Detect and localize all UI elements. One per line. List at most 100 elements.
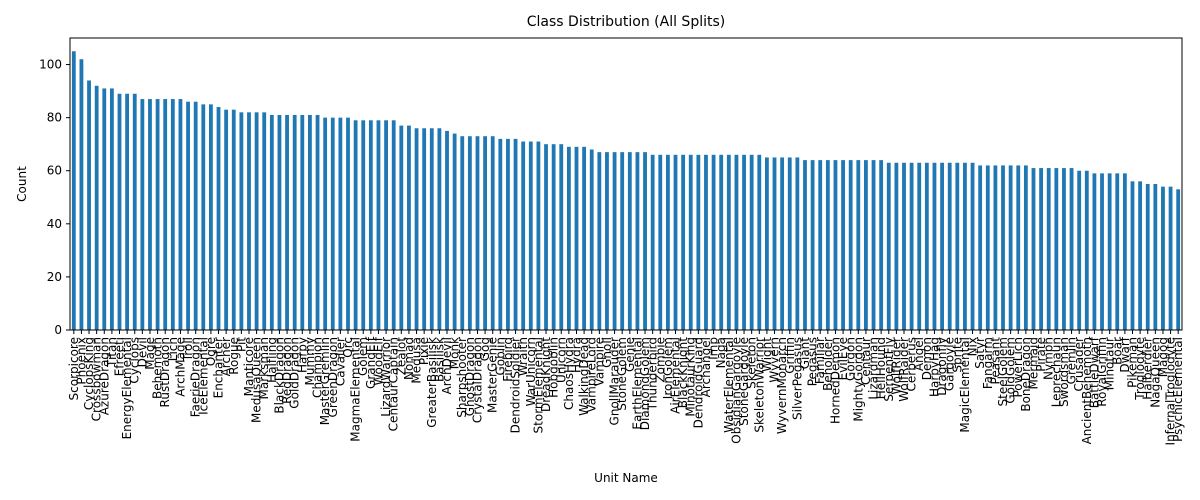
bar: [544, 144, 548, 330]
x-tick-label: CentaurCaptain: [387, 337, 401, 431]
x-tick-label: Sprite: [950, 337, 964, 373]
x-tick-label: RustDragon: [158, 337, 172, 407]
bar: [551, 144, 556, 330]
bar: [528, 141, 533, 330]
x-tick-label: GhostDragon: [463, 337, 477, 416]
x-tick-label: Manticore: [242, 337, 256, 396]
bar: [216, 107, 221, 330]
bar: [917, 162, 922, 330]
bar: [254, 112, 259, 330]
bar: [239, 112, 244, 330]
bar: [445, 130, 449, 330]
x-tick-label: Imp: [707, 337, 721, 360]
bar: [170, 99, 175, 331]
bar: [803, 160, 807, 330]
x-tick-label: Cyclops: [128, 337, 142, 384]
x-tick-label: PowerLich: [1011, 337, 1025, 398]
x-tick-label: Nymph: [1042, 337, 1056, 380]
x-tick-label: Orc: [341, 337, 355, 358]
bar: [125, 93, 130, 330]
x-tick-label: MinotaurKing: [684, 337, 698, 417]
x-tick-label: Marksman: [257, 337, 271, 400]
x-tick-label: MagicElemental: [958, 337, 972, 433]
bar: [627, 152, 632, 330]
bar: [109, 88, 114, 330]
bar: [460, 136, 465, 330]
bar: [376, 120, 381, 330]
bar: [1092, 173, 1097, 330]
bar: [1062, 168, 1066, 330]
bar: [833, 160, 838, 330]
x-tick-label: Archangel: [699, 337, 713, 397]
x-tick-label: FaerieDragon: [189, 337, 203, 417]
bar: [1031, 168, 1036, 330]
x-tick-label: Pikeman: [1125, 337, 1139, 388]
x-tick-label: Goblin: [493, 337, 507, 376]
bar: [902, 162, 906, 330]
bar: [924, 162, 929, 330]
x-tick-label: ArchMage: [173, 337, 187, 397]
x-tick-label: Minotaur: [1103, 337, 1117, 390]
x-tick-label: MightyGorgon: [851, 337, 865, 422]
bar: [368, 120, 373, 330]
bar: [407, 125, 411, 330]
bar: [285, 114, 289, 331]
x-tick-label: Wight: [760, 337, 774, 372]
x-tick-label: Wyvern: [768, 337, 782, 383]
x-tick-label: Gnoll: [600, 337, 614, 368]
bar: [985, 165, 990, 330]
bar: [909, 162, 914, 330]
x-tick-label: Halfling: [265, 337, 279, 383]
bar: [102, 88, 107, 330]
y-tick-label: 60: [47, 164, 62, 178]
x-tick-label: BlackKnight: [676, 337, 690, 408]
bar: [209, 104, 213, 330]
x-tick-label: Hobgoblin: [547, 337, 561, 398]
bar: [1054, 168, 1059, 330]
bar: [795, 157, 800, 330]
bar: [620, 152, 625, 330]
x-tick-label: WarUnicorn: [524, 337, 538, 406]
x-tick-label: AirElemental: [669, 337, 683, 414]
x-tick-label: MedusaQueen: [250, 337, 264, 423]
bar: [757, 154, 762, 330]
x-tick-label: WoodElf: [371, 336, 385, 385]
y-tick-label: 0: [54, 323, 62, 337]
bar: [765, 157, 769, 330]
x-tick-label: BoneDragon: [1019, 337, 1033, 412]
bar: [589, 149, 594, 330]
x-tick-label: Lizardman: [867, 337, 881, 400]
bar: [1130, 181, 1135, 330]
x-tick-label: SkeletonWarrior: [752, 337, 766, 433]
x-axis-label: Unit Name: [594, 471, 658, 485]
bar: [871, 160, 876, 330]
bar: [193, 101, 198, 330]
bar: [1023, 165, 1028, 330]
x-tick-label: Firebird: [501, 337, 515, 382]
bar: [224, 109, 229, 330]
x-tick-label: Familiar: [813, 337, 827, 384]
bar: [1122, 173, 1127, 330]
bar: [947, 162, 952, 330]
bar: [132, 93, 137, 330]
x-tick-label: Thunderbird: [646, 337, 660, 411]
x-tick-label: Peasant: [988, 337, 1002, 385]
x-tick-label: EvilEye: [836, 337, 850, 380]
bar: [1176, 189, 1181, 330]
x-tick-label: Pit: [234, 337, 248, 352]
x-tick-label: Devil: [135, 337, 149, 367]
x-tick-label: Enchanter: [212, 337, 226, 398]
x-tick-label: ObsidianGargoyle: [729, 337, 743, 444]
x-tick-label: DendroidSoldier: [509, 337, 523, 433]
bar: [1115, 173, 1120, 330]
x-tick-label: MagmaElemental: [349, 337, 363, 442]
bar: [1153, 184, 1158, 330]
bar: [673, 154, 678, 330]
x-tick-label: Sharpshooter: [455, 337, 469, 418]
bar: [841, 160, 845, 330]
x-tick-label: Mummy: [303, 337, 317, 385]
x-tick-label: Giant: [798, 337, 812, 370]
x-tick-label: SteelGolem: [996, 337, 1010, 406]
x-tick-label: Dwarf: [1118, 336, 1132, 372]
x-tick-label: Swordsman: [1057, 337, 1071, 407]
